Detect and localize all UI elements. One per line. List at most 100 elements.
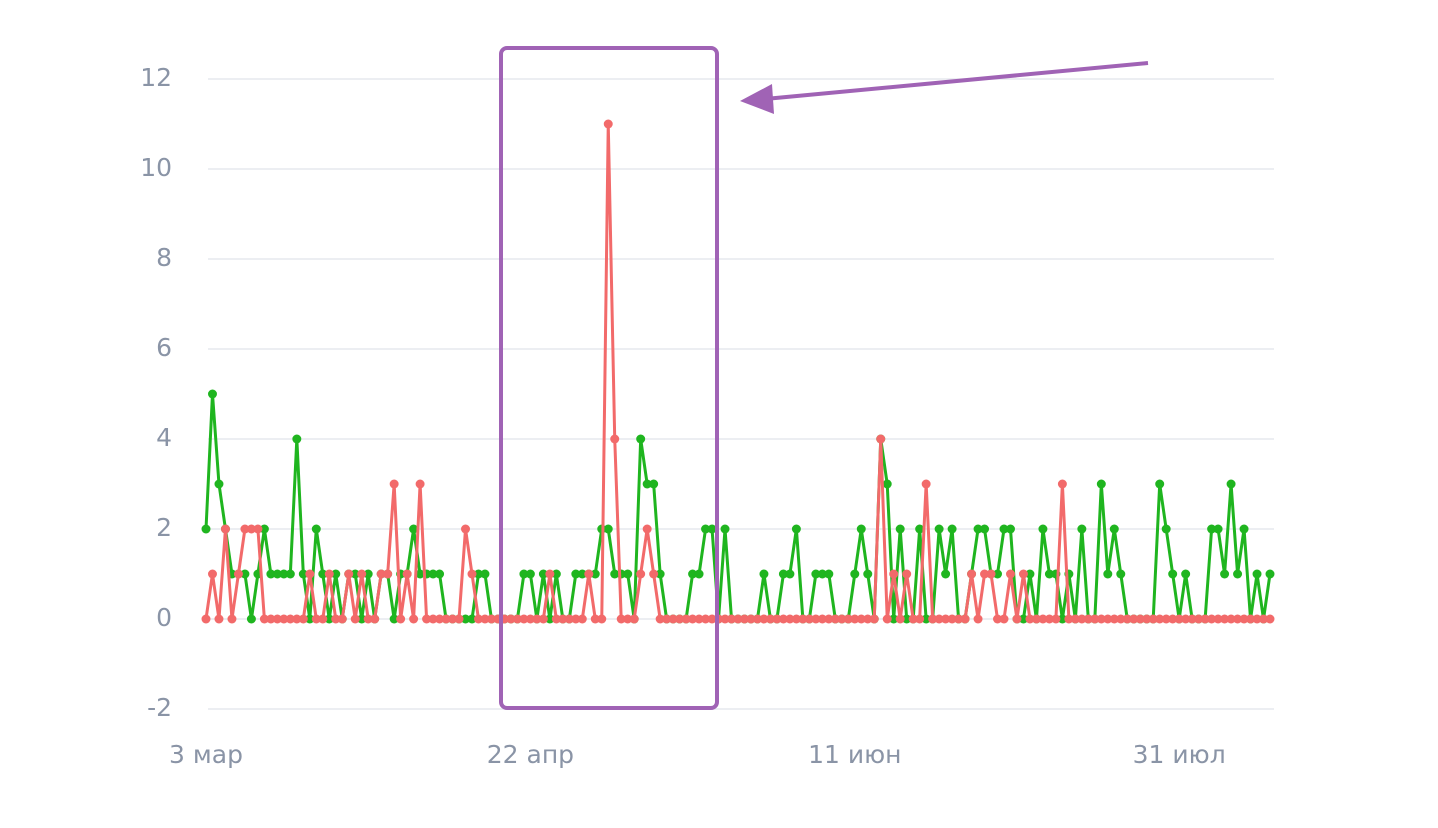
series-line bbox=[204, 392, 1272, 621]
point bbox=[545, 614, 555, 624]
point bbox=[1265, 614, 1275, 624]
point bbox=[980, 569, 990, 579]
point bbox=[1259, 614, 1269, 624]
point bbox=[448, 614, 458, 624]
point bbox=[1174, 614, 1184, 624]
x-tick-label: 3 мар bbox=[169, 740, 243, 769]
point bbox=[791, 524, 801, 534]
point bbox=[1057, 479, 1067, 489]
point bbox=[603, 119, 613, 129]
point bbox=[1148, 614, 1158, 624]
point bbox=[409, 614, 419, 624]
y-tick-label: 2 bbox=[156, 513, 172, 542]
point bbox=[571, 614, 581, 624]
point bbox=[947, 614, 957, 624]
point bbox=[649, 479, 659, 489]
point bbox=[363, 569, 373, 579]
point bbox=[259, 524, 269, 534]
y-tick-label: 12 bbox=[140, 63, 172, 92]
point bbox=[1096, 479, 1106, 489]
point bbox=[214, 614, 224, 624]
point bbox=[999, 524, 1009, 534]
point bbox=[1207, 524, 1217, 534]
point bbox=[590, 614, 600, 624]
point bbox=[636, 569, 646, 579]
point bbox=[707, 524, 717, 534]
point bbox=[1109, 524, 1119, 534]
point bbox=[1187, 614, 1197, 624]
point bbox=[1168, 569, 1178, 579]
point bbox=[279, 569, 289, 579]
point bbox=[876, 434, 886, 444]
point bbox=[1031, 614, 1041, 624]
point bbox=[461, 614, 471, 624]
point bbox=[357, 569, 367, 579]
point bbox=[525, 614, 535, 624]
point bbox=[1051, 614, 1061, 624]
point bbox=[1012, 614, 1022, 624]
point bbox=[817, 614, 827, 624]
point bbox=[506, 614, 516, 624]
point bbox=[1168, 614, 1178, 624]
point bbox=[1142, 614, 1152, 624]
point bbox=[318, 569, 328, 579]
point bbox=[675, 614, 685, 624]
point bbox=[1181, 614, 1191, 624]
y-tick-label: 8 bbox=[156, 243, 172, 272]
point bbox=[1057, 614, 1067, 624]
point bbox=[746, 614, 756, 624]
x-tick-label: 31 июл bbox=[1133, 740, 1226, 769]
point bbox=[545, 569, 555, 579]
point bbox=[869, 614, 879, 624]
point bbox=[934, 614, 944, 624]
point bbox=[1018, 614, 1028, 624]
point bbox=[1265, 569, 1275, 579]
point bbox=[1155, 614, 1165, 624]
point bbox=[551, 614, 561, 624]
point bbox=[1103, 614, 1113, 624]
point bbox=[473, 569, 483, 579]
point bbox=[1226, 479, 1236, 489]
point bbox=[1220, 569, 1230, 579]
point bbox=[1181, 569, 1191, 579]
point bbox=[1005, 524, 1015, 534]
point bbox=[532, 614, 542, 624]
point bbox=[1090, 614, 1100, 624]
point bbox=[850, 614, 860, 624]
point bbox=[428, 614, 438, 624]
point bbox=[240, 569, 250, 579]
point bbox=[435, 614, 445, 624]
point bbox=[285, 569, 295, 579]
point bbox=[292, 434, 302, 444]
point bbox=[201, 524, 211, 534]
point bbox=[1018, 569, 1028, 579]
point bbox=[441, 614, 451, 624]
point bbox=[610, 434, 620, 444]
point bbox=[305, 614, 315, 624]
point bbox=[220, 524, 230, 534]
point bbox=[1226, 614, 1236, 624]
point bbox=[564, 614, 574, 624]
point bbox=[811, 614, 821, 624]
point bbox=[688, 569, 698, 579]
point bbox=[1252, 614, 1262, 624]
point bbox=[311, 524, 321, 534]
point bbox=[233, 569, 243, 579]
x-tick-label: 22 апр bbox=[487, 740, 574, 769]
arrow-shaft bbox=[764, 61, 1149, 101]
point bbox=[551, 569, 561, 579]
point bbox=[733, 614, 743, 624]
point bbox=[694, 569, 704, 579]
point bbox=[921, 479, 931, 489]
point bbox=[1161, 614, 1171, 624]
point bbox=[337, 614, 347, 624]
point bbox=[973, 524, 983, 534]
point bbox=[1233, 614, 1243, 624]
point bbox=[1025, 614, 1035, 624]
point bbox=[590, 569, 600, 579]
point bbox=[655, 614, 665, 624]
point bbox=[739, 614, 749, 624]
point bbox=[1155, 479, 1165, 489]
point bbox=[1233, 569, 1243, 579]
point bbox=[655, 569, 665, 579]
